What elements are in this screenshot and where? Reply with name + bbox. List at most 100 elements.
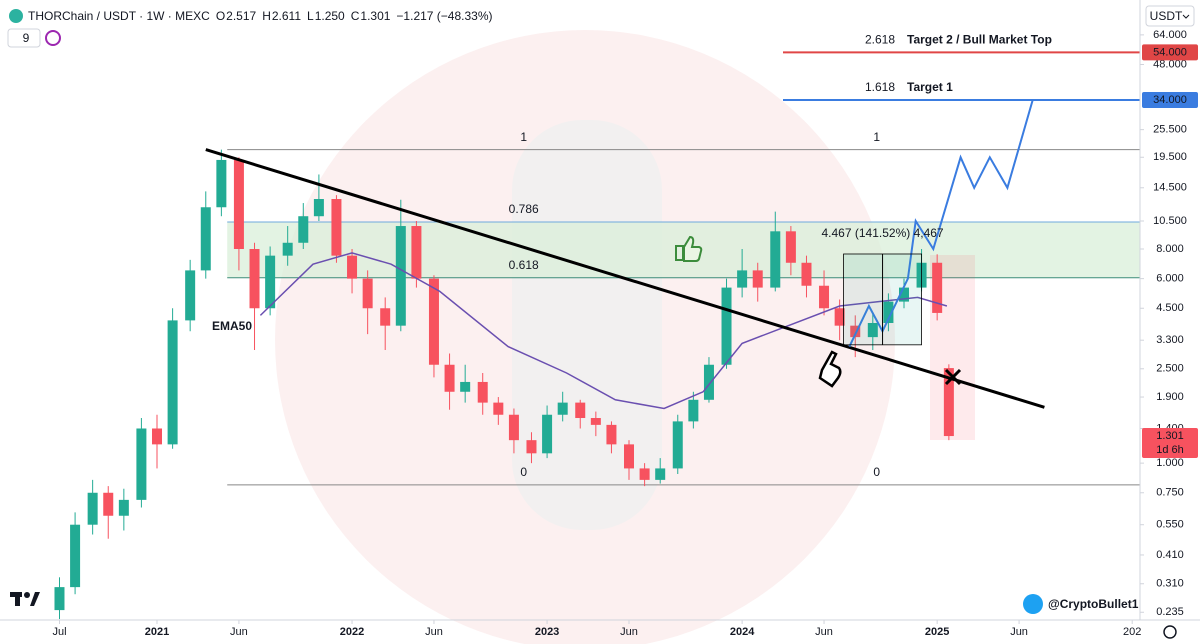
bar-countdown: 1d 6h: [1156, 444, 1184, 456]
candle-body: [526, 440, 537, 454]
target-price-box: [1142, 92, 1198, 109]
candle-body: [152, 428, 163, 445]
y-tick-label: 0.310: [1156, 578, 1184, 590]
y-tick-label: 2.500: [1156, 363, 1184, 375]
currency-button[interactable]: [1145, 5, 1195, 27]
candle-body: [590, 418, 601, 425]
symbol-title: THORChain / USDT · 1W · MEXC: [28, 9, 210, 23]
indicator-toggle[interactable]: [7, 28, 41, 48]
target-price-box: [1142, 44, 1198, 61]
x-tick-label: 2024: [730, 626, 755, 638]
y-tick-label: 25.500: [1153, 124, 1187, 136]
candle-body: [606, 424, 617, 445]
y-tick-label: 10.500: [1153, 215, 1187, 227]
candle-body: [216, 159, 227, 208]
candle-body: [313, 199, 324, 217]
candle-body: [460, 381, 471, 392]
candle-body: [703, 364, 714, 400]
target-label: Target 1: [907, 80, 953, 94]
candle-body: [508, 414, 519, 441]
pointing-hand-icon: [818, 350, 842, 388]
fib-label: 0: [873, 465, 880, 479]
candle-body: [347, 255, 358, 279]
ohlc-value: 1.301: [360, 9, 390, 23]
ohlc-label: H: [262, 9, 271, 23]
candle-body: [167, 320, 178, 445]
candle-body: [883, 301, 894, 323]
target-price-label: 34.000: [1153, 94, 1187, 106]
fib-label: 0: [520, 465, 527, 479]
ohlc-value: 1.250: [315, 9, 345, 23]
y-tick-label: 0.235: [1156, 606, 1184, 618]
candle-body: [87, 492, 98, 525]
candle-body: [721, 287, 732, 365]
ohlc-label: O: [216, 9, 225, 23]
target-label: Target 2 / Bull Market Top: [907, 33, 1052, 47]
projection-path: [848, 99, 1034, 348]
candle-body: [655, 468, 666, 480]
header: THORChain / USDT · 1W · MEXC 9 O 2.517 H 2.…: [7, 9, 493, 48]
candle-body: [185, 270, 196, 321]
candle-body: [298, 216, 309, 243]
last-price-label: 1.301: [1156, 430, 1184, 442]
candle-body: [282, 242, 293, 256]
candle-body: [395, 226, 406, 326]
y-tick-label: 6.000: [1156, 273, 1184, 285]
candle-body: [136, 428, 147, 500]
candle-body: [819, 285, 830, 309]
indicator-count: 9: [23, 31, 30, 45]
y-tick-label: 0.550: [1156, 519, 1184, 531]
y-tick-label: 3.300: [1156, 334, 1184, 346]
candle-body: [639, 468, 650, 480]
candle-body: [737, 270, 748, 288]
candle-body: [428, 278, 439, 365]
candle-body: [444, 364, 455, 392]
y-tick-label: 8.000: [1156, 243, 1184, 255]
change: −1.217 (−48.33%): [396, 9, 492, 23]
refresh-icon[interactable]: [45, 30, 61, 46]
y-tick-label: 14.500: [1153, 182, 1187, 194]
candle-body: [801, 262, 812, 286]
candle-body: [493, 402, 504, 415]
candle-body: [867, 322, 878, 338]
y-tick-label: 4.500: [1156, 302, 1184, 314]
y-tick-label: 64.000: [1153, 29, 1187, 41]
break-cross: [944, 368, 962, 386]
axes: 64.00048.00025.50019.50014.50010.5008.00…: [52, 29, 1198, 638]
symbol-icon: [9, 9, 23, 23]
candle-body: [899, 287, 910, 302]
twitter-icon: [1023, 594, 1043, 614]
candle-body: [834, 308, 845, 326]
thumbs-up-icon: [675, 235, 703, 262]
target-ratio: 2.618: [865, 33, 895, 47]
watermark-handle: @CryptoBullet1: [1048, 597, 1139, 611]
x-tick-label: 2022: [340, 626, 364, 638]
fib-label: 1: [520, 130, 527, 144]
candle-body: [362, 278, 373, 309]
fib-label: 0.618: [509, 258, 539, 272]
fib-label: 1: [873, 130, 880, 144]
candle-body: [672, 421, 683, 469]
trendline: [205, 148, 1045, 409]
candle-body: [380, 308, 391, 326]
candle-body: [688, 399, 699, 422]
candle-body: [103, 492, 114, 516]
candle-body: [850, 325, 861, 338]
x-tick-label: Jun: [620, 626, 638, 638]
x-tick-label: 2023: [535, 626, 559, 638]
candle-body: [233, 159, 244, 250]
ohlc-label: C: [351, 9, 360, 23]
x-tick-label: Jun: [230, 626, 248, 638]
settings-icon[interactable]: [1163, 625, 1177, 639]
candle-body: [70, 524, 81, 588]
candle-body: [331, 199, 342, 256]
candle-body: [265, 255, 276, 309]
ohlc-value: 2.517: [226, 9, 256, 23]
x-tick-label: 202: [1123, 626, 1141, 638]
ema-label: EMA50: [212, 319, 252, 333]
tv-logo: [10, 592, 40, 606]
measure-label: 4.467 (141.52%) 4,467: [822, 226, 944, 240]
candle-body: [752, 270, 763, 288]
candle-body: [785, 231, 796, 263]
